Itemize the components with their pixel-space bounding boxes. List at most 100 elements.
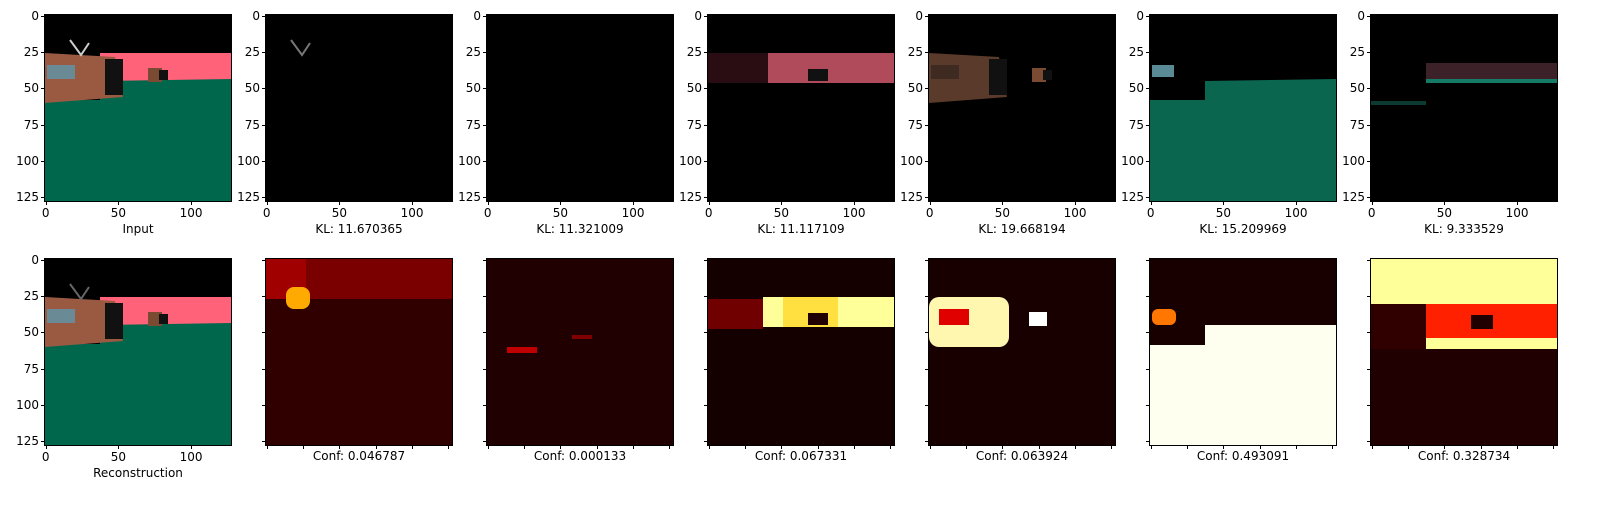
y-tick-mark	[262, 405, 266, 407]
panel-caption: KL: 19.668194	[978, 222, 1066, 236]
x-tick-label: 0	[1367, 206, 1376, 220]
tv-panel	[47, 65, 75, 79]
x-tick-mark	[1371, 445, 1373, 449]
y-tick-label: 25	[465, 45, 481, 60]
y-tick-mark	[1146, 441, 1150, 443]
y-tick-mark	[1146, 161, 1150, 163]
x-tick-mark	[633, 445, 635, 449]
x-tick-mark	[1444, 445, 1446, 449]
x-tick-mark	[1187, 445, 1189, 449]
y-tick-mark	[1146, 124, 1150, 126]
y-tick-mark	[704, 368, 708, 370]
y-tick-mark	[41, 368, 45, 370]
y-tick-label: 50	[23, 81, 39, 96]
image-frame	[265, 258, 453, 446]
x-tick-mark	[1444, 201, 1446, 205]
bottom-panel-4: Conf: 0.067331	[704, 258, 895, 463]
image-frame	[1149, 258, 1337, 446]
y-tick-label: 50	[23, 325, 39, 340]
antenna	[69, 39, 90, 57]
x-tick-label: 50	[552, 206, 569, 220]
y-tick-mark	[262, 296, 266, 298]
x-tick-mark	[448, 445, 450, 449]
y-tick-mark	[483, 332, 487, 334]
heat-region	[572, 335, 592, 339]
x-tick-mark	[45, 445, 47, 449]
heat-region	[1152, 309, 1176, 325]
panel-image	[1371, 15, 1557, 201]
y-tick-label: 75	[23, 117, 39, 132]
x-tick-mark	[1296, 445, 1298, 449]
y-tick-mark	[925, 197, 929, 199]
y-tick-mark	[1146, 197, 1150, 199]
y-tick-label: 75	[686, 117, 702, 132]
y-tick-mark	[925, 441, 929, 443]
top-panel-2: 0 25 50 75 100 125 0 50 100 KL: 11.670365	[237, 10, 453, 236]
y-tick-mark	[1367, 124, 1371, 126]
top-panel-7: 0 25 50 75 100 125 0 50 100 KL: 9.333529	[1342, 10, 1558, 236]
bottom-panel-5: Conf: 0.063924	[925, 258, 1116, 463]
y-tick-mark	[483, 441, 487, 443]
x-tick-mark	[339, 445, 341, 449]
y-tick-mark	[41, 405, 45, 407]
heat-background	[708, 259, 894, 445]
y-tick-label: 0	[252, 8, 260, 23]
y-tick-mark	[925, 405, 929, 407]
image-frame	[1370, 258, 1558, 446]
heat-region	[286, 287, 310, 309]
x-tick-label: 0	[704, 206, 713, 220]
panel-caption: KL: 15.209969	[1199, 222, 1287, 236]
y-tick-mark	[41, 441, 45, 443]
y-tick-mark	[41, 52, 45, 54]
heat-region	[1371, 304, 1426, 349]
x-tick-mark	[1038, 445, 1040, 449]
y-tick-mark	[41, 296, 45, 298]
y-tick-label: 100	[1121, 154, 1144, 169]
y-tick-mark	[483, 88, 487, 90]
small-box	[1032, 68, 1046, 82]
y-tick-label: 125	[679, 190, 702, 205]
y-tick-label: 100	[679, 154, 702, 169]
y-tick-mark	[1367, 161, 1371, 163]
y-tick-label: 0	[1357, 8, 1365, 23]
y-tick-mark	[262, 52, 266, 54]
panel-caption: Conf: 0.000133	[533, 449, 627, 463]
top-panel-4: 0 25 50 75 100 125 0 50 100 KL: 11.117109	[679, 10, 895, 236]
y-tick-label: 25	[1128, 45, 1144, 60]
y-tick-label: 50	[686, 81, 702, 96]
y-tick-label: 0	[473, 8, 481, 23]
y-tick-mark	[1367, 88, 1371, 90]
y-tick-mark	[1367, 332, 1371, 334]
top-panel-1: 0 25 50 75 100 125 0 50 100 Input	[16, 10, 232, 236]
y-tick-mark	[925, 368, 929, 370]
panel-image	[487, 15, 673, 201]
x-tick-mark	[669, 445, 671, 449]
y-tick-mark	[483, 52, 487, 54]
x-tick-mark	[1517, 201, 1519, 205]
x-tick-mark	[266, 201, 268, 205]
x-tick-label: 50	[110, 206, 127, 220]
antenna	[69, 283, 90, 301]
panel-caption: Conf: 0.067331	[754, 449, 848, 463]
y-tick-label: 125	[237, 190, 260, 205]
x-tick-label: 50	[994, 206, 1011, 220]
y-tick-label: 125	[1121, 190, 1144, 205]
panel-image	[1150, 15, 1336, 201]
y-tick-mark	[704, 259, 708, 261]
box	[808, 69, 828, 81]
x-tick-mark	[375, 445, 377, 449]
y-tick-label: 125	[458, 190, 481, 205]
heat-region	[939, 309, 969, 325]
bottom-panel-6: Conf: 0.493091	[1146, 258, 1337, 463]
dim-floor	[1371, 101, 1426, 105]
background	[487, 15, 673, 201]
panel-caption: KL: 11.321009	[536, 222, 624, 236]
top-panel-3: 0 25 50 75 100 125 0 50 100 KL: 11.321009	[458, 10, 674, 236]
y-tick-label: 125	[1342, 190, 1365, 205]
y-tick-label: 0	[1136, 8, 1144, 23]
y-tick-mark	[483, 15, 487, 17]
y-tick-label: 100	[1342, 154, 1365, 169]
panel-caption: Conf: 0.046787	[312, 449, 406, 463]
heat-region	[808, 313, 828, 325]
antenna	[290, 39, 311, 57]
